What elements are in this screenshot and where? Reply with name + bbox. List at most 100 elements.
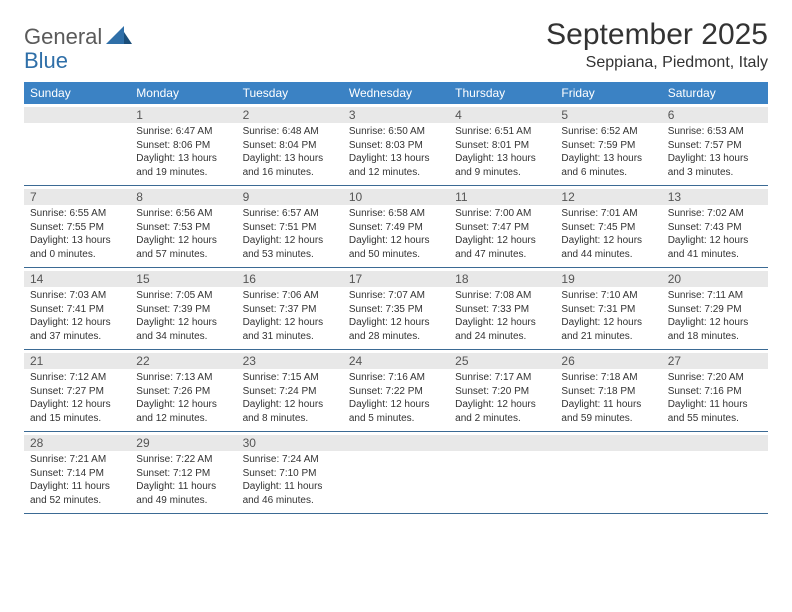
daylight-text: Daylight: 13 hours and 16 minutes.	[243, 152, 337, 179]
logo-text-general: General	[24, 24, 102, 50]
sunset-text: Sunset: 7:39 PM	[136, 303, 230, 317]
sunrise-text: Sunrise: 7:11 AM	[668, 289, 762, 303]
calendar-day: 28Sunrise: 7:21 AMSunset: 7:14 PMDayligh…	[24, 432, 130, 513]
sunset-text: Sunset: 8:03 PM	[349, 139, 443, 153]
day-sun-info: Sunrise: 7:10 AMSunset: 7:31 PMDaylight:…	[561, 289, 655, 343]
day-number: 9	[237, 189, 343, 205]
calendar-day: 18Sunrise: 7:08 AMSunset: 7:33 PMDayligh…	[449, 268, 555, 349]
calendar-day: 11Sunrise: 7:00 AMSunset: 7:47 PMDayligh…	[449, 186, 555, 267]
calendar-day: 4Sunrise: 6:51 AMSunset: 8:01 PMDaylight…	[449, 104, 555, 185]
sunrise-text: Sunrise: 7:12 AM	[30, 371, 124, 385]
sunset-text: Sunset: 7:26 PM	[136, 385, 230, 399]
sunrise-text: Sunrise: 7:13 AM	[136, 371, 230, 385]
daylight-text: Daylight: 13 hours and 3 minutes.	[668, 152, 762, 179]
calendar-page: General September 2025 Seppiana, Piedmon…	[0, 0, 792, 532]
calendar-day	[555, 432, 661, 513]
calendar-day	[662, 432, 768, 513]
sunset-text: Sunset: 7:43 PM	[668, 221, 762, 235]
logo: General	[24, 24, 134, 50]
day-sun-info: Sunrise: 7:16 AMSunset: 7:22 PMDaylight:…	[349, 371, 443, 425]
day-sun-info: Sunrise: 7:06 AMSunset: 7:37 PMDaylight:…	[243, 289, 337, 343]
sunset-text: Sunset: 7:57 PM	[668, 139, 762, 153]
day-sun-info: Sunrise: 7:17 AMSunset: 7:20 PMDaylight:…	[455, 371, 549, 425]
day-sun-info: Sunrise: 7:18 AMSunset: 7:18 PMDaylight:…	[561, 371, 655, 425]
day-sun-info: Sunrise: 6:47 AMSunset: 8:06 PMDaylight:…	[136, 125, 230, 179]
sunset-text: Sunset: 7:16 PM	[668, 385, 762, 399]
sunset-text: Sunset: 7:14 PM	[30, 467, 124, 481]
sunrise-text: Sunrise: 7:22 AM	[136, 453, 230, 467]
month-title: September 2025	[546, 18, 768, 52]
sunrise-text: Sunrise: 6:47 AM	[136, 125, 230, 139]
day-number: 16	[237, 271, 343, 287]
calendar-day: 8Sunrise: 6:56 AMSunset: 7:53 PMDaylight…	[130, 186, 236, 267]
day-number: 26	[555, 353, 661, 369]
sunrise-text: Sunrise: 6:50 AM	[349, 125, 443, 139]
sunrise-text: Sunrise: 6:48 AM	[243, 125, 337, 139]
day-number	[555, 435, 661, 451]
calendar-day: 25Sunrise: 7:17 AMSunset: 7:20 PMDayligh…	[449, 350, 555, 431]
day-number: 6	[662, 107, 768, 123]
daylight-text: Daylight: 13 hours and 0 minutes.	[30, 234, 124, 261]
day-sun-info: Sunrise: 7:22 AMSunset: 7:12 PMDaylight:…	[136, 453, 230, 507]
day-sun-info: Sunrise: 7:12 AMSunset: 7:27 PMDaylight:…	[30, 371, 124, 425]
sunset-text: Sunset: 7:59 PM	[561, 139, 655, 153]
sunrise-text: Sunrise: 6:53 AM	[668, 125, 762, 139]
day-sun-info: Sunrise: 7:20 AMSunset: 7:16 PMDaylight:…	[668, 371, 762, 425]
daylight-text: Daylight: 12 hours and 57 minutes.	[136, 234, 230, 261]
day-sun-info: Sunrise: 7:02 AMSunset: 7:43 PMDaylight:…	[668, 207, 762, 261]
sunrise-text: Sunrise: 7:10 AM	[561, 289, 655, 303]
sunrise-text: Sunrise: 7:20 AM	[668, 371, 762, 385]
sunset-text: Sunset: 7:45 PM	[561, 221, 655, 235]
calendar-week: 7Sunrise: 6:55 AMSunset: 7:55 PMDaylight…	[24, 186, 768, 268]
daylight-text: Daylight: 12 hours and 28 minutes.	[349, 316, 443, 343]
weekday-header: Wednesday	[343, 82, 449, 104]
location-label: Seppiana, Piedmont, Italy	[546, 54, 768, 72]
day-number: 10	[343, 189, 449, 205]
day-number: 24	[343, 353, 449, 369]
day-number: 5	[555, 107, 661, 123]
calendar-day: 19Sunrise: 7:10 AMSunset: 7:31 PMDayligh…	[555, 268, 661, 349]
day-sun-info: Sunrise: 7:07 AMSunset: 7:35 PMDaylight:…	[349, 289, 443, 343]
sunset-text: Sunset: 7:24 PM	[243, 385, 337, 399]
day-sun-info: Sunrise: 7:24 AMSunset: 7:10 PMDaylight:…	[243, 453, 337, 507]
day-sun-info: Sunrise: 7:15 AMSunset: 7:24 PMDaylight:…	[243, 371, 337, 425]
day-sun-info: Sunrise: 6:57 AMSunset: 7:51 PMDaylight:…	[243, 207, 337, 261]
daylight-text: Daylight: 11 hours and 49 minutes.	[136, 480, 230, 507]
logo-blue-row: Blue	[24, 48, 68, 74]
calendar-day: 22 Sunrise: 7:13 AMSunset: 7:26 PMDayligh…	[130, 350, 236, 431]
sunrise-text: Sunrise: 6:51 AM	[455, 125, 549, 139]
weekday-header: Tuesday	[237, 82, 343, 104]
calendar-day: 13Sunrise: 7:02 AMSunset: 7:43 PMDayligh…	[662, 186, 768, 267]
sunrise-text: Sunrise: 7:16 AM	[349, 371, 443, 385]
day-number: 3	[343, 107, 449, 123]
daylight-text: Daylight: 13 hours and 12 minutes.	[349, 152, 443, 179]
weeks-container: 1 Sunrise: 6:47 AMSunset: 8:06 PMDaylight…	[24, 104, 768, 514]
day-sun-info: Sunrise: 6:53 AMSunset: 7:57 PMDaylight:…	[668, 125, 762, 179]
daylight-text: Daylight: 12 hours and 31 minutes.	[243, 316, 337, 343]
day-number: 1	[130, 107, 236, 123]
sunset-text: Sunset: 7:53 PM	[136, 221, 230, 235]
logo-triangle-icon	[106, 26, 132, 49]
day-sun-info: Sunrise: 7:00 AMSunset: 7:47 PMDaylight:…	[455, 207, 549, 261]
sunrise-text: Sunrise: 6:58 AM	[349, 207, 443, 221]
calendar-day: 5Sunrise: 6:52 AMSunset: 7:59 PMDaylight…	[555, 104, 661, 185]
calendar-week: 28Sunrise: 7:21 AMSunset: 7:14 PMDayligh…	[24, 432, 768, 514]
daylight-text: Daylight: 12 hours and 34 minutes.	[136, 316, 230, 343]
day-number: 17	[343, 271, 449, 287]
weekday-header: Saturday	[662, 82, 768, 104]
calendar-day: 3 Sunrise: 6:50 AMSunset: 8:03 PMDaylight…	[343, 104, 449, 185]
daylight-text: Daylight: 11 hours and 59 minutes.	[561, 398, 655, 425]
sunset-text: Sunset: 7:12 PM	[136, 467, 230, 481]
daylight-text: Daylight: 12 hours and 50 minutes.	[349, 234, 443, 261]
calendar-week: 21Sunrise: 7:12 AMSunset: 7:27 PMDayligh…	[24, 350, 768, 432]
calendar-day: 9 Sunrise: 6:57 AMSunset: 7:51 PMDaylight…	[237, 186, 343, 267]
day-sun-info: Sunrise: 7:13 AMSunset: 7:26 PMDaylight:…	[136, 371, 230, 425]
calendar-week: 1 Sunrise: 6:47 AMSunset: 8:06 PMDaylight…	[24, 104, 768, 186]
calendar-day: 14Sunrise: 7:03 AMSunset: 7:41 PMDayligh…	[24, 268, 130, 349]
daylight-text: Daylight: 12 hours and 37 minutes.	[30, 316, 124, 343]
day-number: 22	[130, 353, 236, 369]
sunrise-text: Sunrise: 7:02 AM	[668, 207, 762, 221]
daylight-text: Daylight: 12 hours and 2 minutes.	[455, 398, 549, 425]
calendar-grid: SundayMondayTuesdayWednesdayThursdayFrid…	[24, 82, 768, 514]
calendar-day: 26 Sunrise: 7:18 AMSunset: 7:18 PMDayligh…	[555, 350, 661, 431]
